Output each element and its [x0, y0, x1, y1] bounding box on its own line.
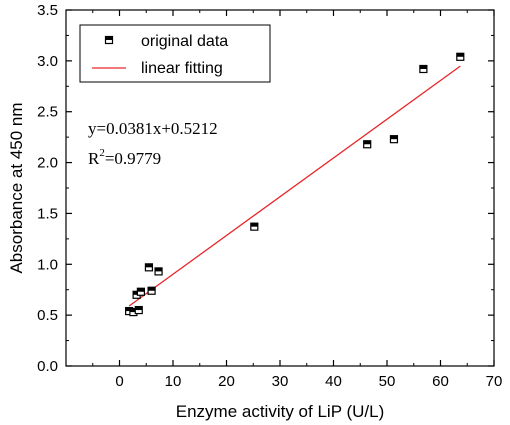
x-tick-label: 10: [165, 373, 182, 390]
x-tick-label: 30: [272, 373, 289, 390]
y-axis-title: Absorbance at 450 nm: [7, 102, 26, 273]
x-tick-label: 60: [432, 373, 449, 390]
data-point: [154, 267, 163, 276]
legend-square-marker-icon: [104, 35, 114, 45]
r-squared-value: =0.9779: [105, 149, 161, 168]
data-point: [363, 140, 372, 149]
x-tick-label: 0: [115, 373, 123, 390]
data-point: [147, 286, 156, 295]
original-data-series: [125, 52, 465, 317]
y-tick-label: 2.0: [37, 155, 58, 172]
y-tick-label: 0.5: [37, 307, 58, 324]
x-tick-label: 20: [218, 373, 235, 390]
x-tick-label: 40: [325, 373, 342, 390]
fit-equation: y=0.0381x+0.5212: [88, 119, 218, 138]
y-tick-labels: 0.0 0.5 1.0 1.5 2.0 2.5 3.0 3.5: [37, 2, 58, 375]
axis-ticks: [66, 9, 495, 367]
x-tick-label: 50: [379, 373, 396, 390]
linear-fit-series: [128, 65, 461, 307]
data-point: [144, 263, 154, 272]
y-tick-label: 3.0: [37, 53, 58, 70]
data-point: [134, 305, 143, 315]
y-tick-label: 0.0: [37, 358, 58, 375]
legend-label-linear-fitting: linear fitting: [141, 60, 223, 77]
legend-label-original-data: original data: [141, 33, 228, 50]
x-tick-label: 70: [486, 373, 503, 390]
r-squared-prefix: R: [88, 149, 100, 168]
r-squared-annotation: R2=0.9779: [88, 147, 161, 168]
legend-box: [79, 24, 271, 83]
y-tick-label: 3.5: [37, 2, 58, 19]
r-squared-superscript: 2: [99, 147, 105, 159]
fit-line: [128, 65, 461, 307]
legend: original data linear fitting: [79, 24, 271, 83]
x-tick-labels: 0 10 20 30 40 50 60 70: [115, 373, 502, 390]
legend-marker-square: [104, 35, 114, 45]
y-tick-label: 1.5: [37, 205, 58, 222]
data-point: [419, 64, 428, 74]
data-point: [136, 287, 145, 296]
y-tick-label: 2.5: [37, 104, 58, 121]
data-point: [250, 222, 259, 231]
y-tick-label: 1.0: [37, 256, 58, 273]
data-point: [389, 135, 399, 144]
x-axis-title: Enzyme activity of LiP (U/L): [176, 402, 384, 421]
data-point: [456, 52, 465, 61]
